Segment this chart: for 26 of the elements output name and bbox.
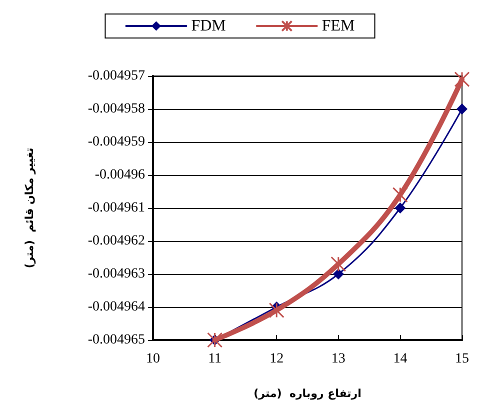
y-tick-label: -0.00496 xyxy=(94,168,145,182)
y-tick-label: -0.004958 xyxy=(88,102,145,116)
y-tick-label: -0.004957 xyxy=(88,68,145,84)
y-axis-title: تغییر مکان قائم (متر) xyxy=(23,148,36,268)
point xyxy=(456,104,468,114)
y-tick-label: -0.004961 xyxy=(88,200,145,216)
y-tick-label: -0.004963 xyxy=(88,266,145,282)
point xyxy=(332,268,344,280)
y-tick-label: -0.004959 xyxy=(88,134,145,150)
x-tick-label: 14 xyxy=(393,352,408,366)
y-tick-label: -0.004964 xyxy=(88,300,145,314)
y-tick-label: -0.004962 xyxy=(88,234,145,248)
legend-label: FEM xyxy=(322,18,355,34)
x-tick-label: 15 xyxy=(455,352,469,366)
x-tick-label: 13 xyxy=(331,352,346,366)
point xyxy=(392,187,408,203)
point xyxy=(268,302,284,318)
legend-label: FDM xyxy=(191,18,226,34)
point xyxy=(330,256,346,272)
y-tick-label: -0.004965 xyxy=(88,332,145,348)
point xyxy=(454,72,470,88)
x-tick-label: 11 xyxy=(208,352,222,366)
point xyxy=(394,202,406,214)
x-axis-title: ارتفاع روباره (متر) xyxy=(254,387,362,400)
x-tick-label: 12 xyxy=(270,352,284,366)
x-tick-label: 10 xyxy=(146,352,160,366)
